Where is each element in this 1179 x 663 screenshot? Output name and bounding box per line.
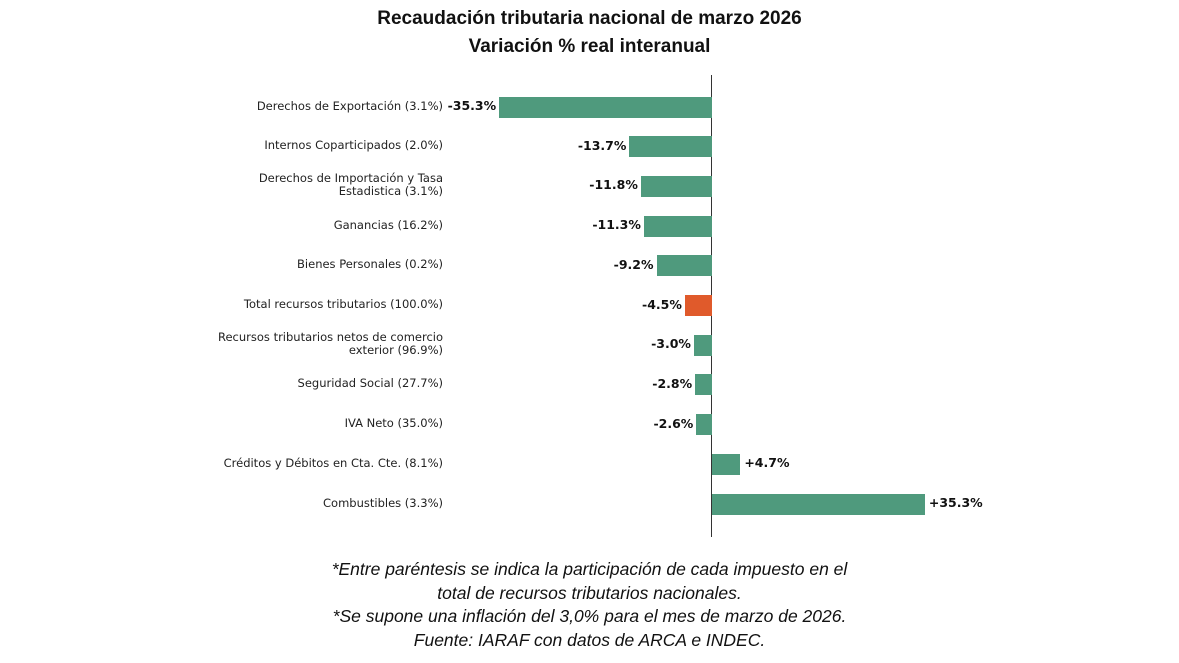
source-note: Fuente: IARAF con datos de ARCA e INDEC.	[413, 629, 766, 650]
bar	[656, 255, 712, 277]
bar	[499, 96, 712, 118]
bar	[696, 414, 712, 436]
category-label: Ganancias (16.2%)	[333, 217, 443, 232]
data-label: -3.0%	[651, 336, 691, 352]
data-label: -13.7%	[577, 137, 627, 153]
category-label: IVA Neto (35.0%)	[344, 416, 443, 431]
category-label: Recursos tributarios netos de comercio e…	[218, 330, 443, 358]
category-label: Créditos y Débitos en Cta. Cte. (8.1%)	[223, 455, 443, 470]
data-label: +35.3%	[928, 495, 983, 510]
bar	[693, 334, 712, 356]
bar	[640, 175, 712, 197]
category-label: Seguridad Social (27.7%)	[297, 376, 443, 391]
category-label: Bienes Personales (0.2%)	[297, 257, 443, 272]
chart-subtitle: Variación % real interanual	[468, 36, 711, 57]
data-label: -2.8%	[652, 375, 693, 391]
footnotes: *Entre paréntesis se indica la participa…	[0, 558, 1179, 652]
bar	[629, 136, 712, 158]
footnote-line: total de recursos tributarios nacionales…	[437, 582, 742, 603]
data-label: -9.2%	[613, 256, 654, 272]
data-label: +4.7%	[744, 455, 790, 471]
bar	[684, 295, 712, 316]
data-label: -35.3%	[447, 98, 497, 113]
data-label: -2.6%	[653, 415, 694, 431]
category-label: Combustibles (3.3%)	[323, 495, 443, 510]
category-label: Total recursos tributarios (100.0%)	[243, 297, 443, 311]
bar	[643, 215, 712, 237]
category-label: Internos Coparticipados (2.0%)	[264, 138, 443, 153]
footnote-line: *Entre paréntesis se indica la participa…	[331, 559, 848, 579]
bar	[695, 374, 712, 396]
data-label: -4.5%	[642, 296, 682, 312]
bar	[712, 453, 741, 475]
data-label: -11.8%	[589, 177, 638, 193]
data-label: -11.3%	[592, 217, 641, 233]
bar	[712, 493, 925, 515]
category-label: Derechos de Importación y Tasa Estadisti…	[258, 171, 443, 199]
category-label: Derechos de Exportación (3.1%)	[256, 98, 443, 113]
chart-title: Recaudación tributaria nacional de marzo…	[377, 8, 802, 29]
footnote-line: *Se supone una inflación del 3,0% para e…	[332, 606, 847, 626]
bar-chart: Derechos de Exportación (3.1%) -35.3% Inte…	[218, 75, 983, 537]
